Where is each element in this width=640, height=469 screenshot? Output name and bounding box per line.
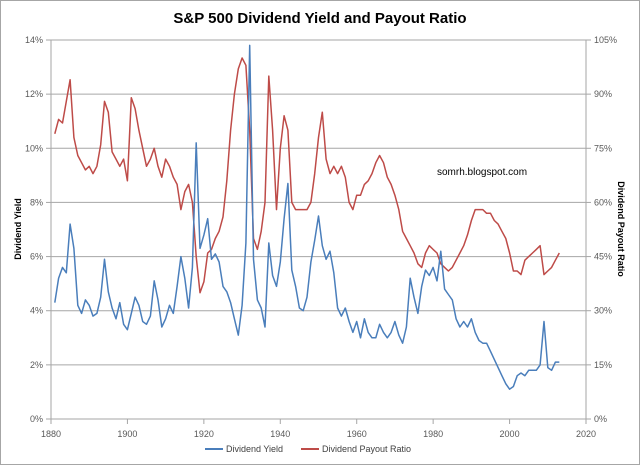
x-tick-label: 1940 — [270, 429, 290, 439]
x-tick-label: 1960 — [347, 429, 367, 439]
y-tick-label: 2% — [30, 360, 43, 370]
y-axis-label: Dividend Yield — [13, 198, 23, 260]
x-tick-label: 2000 — [500, 429, 520, 439]
y2-tick-label: 75% — [594, 143, 612, 153]
y2-axis-label: Dividend Payout Ratio — [616, 181, 626, 277]
y2-tick-label: 105% — [594, 35, 617, 45]
y-tick-label: 6% — [30, 252, 43, 262]
y-tick-label: 12% — [25, 89, 43, 99]
legend: Dividend Yield Dividend Payout Ratio — [205, 444, 411, 454]
x-tick-label: 1980 — [423, 429, 443, 439]
legend-label-dividend-payout-ratio: Dividend Payout Ratio — [322, 444, 411, 454]
y-axis-ticks: 0% 2% 4% 6% 8% 10% 12% 14% — [25, 35, 51, 424]
line-dividend-yield — [55, 45, 560, 389]
chart-title: S&P 500 Dividend Yield and Payout Ratio — [173, 10, 466, 27]
x-tick-label: 1880 — [41, 429, 61, 439]
y-tick-label: 4% — [30, 306, 43, 316]
series-dividend-yield — [55, 45, 560, 389]
y2-tick-label: 45% — [594, 252, 612, 262]
y-tick-label: 0% — [30, 414, 43, 424]
y-tick-label: 8% — [30, 197, 43, 207]
x-tick-label: 1900 — [117, 429, 137, 439]
x-tick-label: 2020 — [576, 429, 596, 439]
annotation-text: somrh.blogspot.com — [437, 167, 527, 178]
axes — [51, 40, 586, 419]
y2-tick-label: 60% — [594, 197, 612, 207]
y-tick-label: 14% — [25, 35, 43, 45]
legend-label-dividend-yield: Dividend Yield — [226, 444, 283, 454]
y2-tick-label: 15% — [594, 360, 612, 370]
series-lines — [55, 45, 560, 389]
x-axis-ticks: 1880 1900 1920 1940 1960 1980 2000 2020 — [41, 419, 596, 439]
y2-tick-label: 90% — [594, 89, 612, 99]
x-tick-label: 1920 — [194, 429, 214, 439]
y2-axis-ticks: 0% 15% 30% 45% 60% 75% 90% 105% — [586, 35, 617, 424]
y2-tick-label: 30% — [594, 306, 612, 316]
y2-tick-label: 0% — [594, 414, 607, 424]
y-tick-label: 10% — [25, 143, 43, 153]
